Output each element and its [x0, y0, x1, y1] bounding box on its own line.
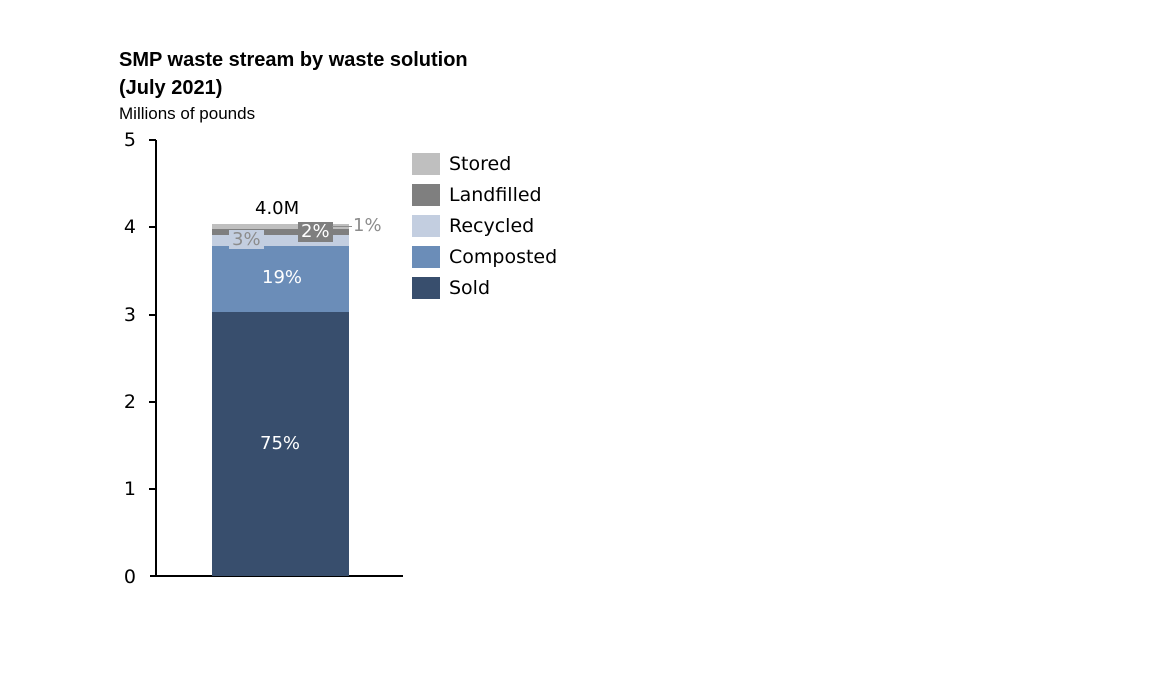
y-tick-label: 1: [123, 478, 136, 500]
y-tick: [149, 401, 156, 403]
bar-segment-composted: [212, 246, 349, 312]
legend-swatch: [412, 214, 440, 237]
legend-label: Landfilled: [449, 183, 542, 206]
chart-title: SMP waste stream by waste solution (July…: [119, 46, 468, 102]
label-stored: 1%: [353, 215, 382, 236]
label-sold: 75%: [260, 433, 301, 454]
legend-item-composted: Composted: [412, 241, 557, 272]
legend-swatch: [412, 152, 440, 175]
label-recycled: 3%: [229, 230, 264, 249]
y-axis: [155, 140, 157, 577]
y-tick-label: 4: [123, 216, 136, 238]
bar-segment-sold: [212, 312, 349, 576]
chart-title-line2: (July 2021): [119, 77, 223, 99]
x-axis: [150, 575, 403, 577]
legend-swatch: [412, 245, 440, 268]
y-tick: [149, 314, 156, 316]
legend-item-recycled: Recycled: [412, 210, 557, 241]
legend-label: Sold: [449, 276, 491, 299]
legend-item-stored: Stored: [412, 148, 557, 179]
legend-item-sold: Sold: [412, 272, 557, 303]
chart-subtitle: Millions of pounds: [119, 104, 256, 123]
legend: Stored Landfilled Recycled Composted Sol…: [412, 148, 557, 303]
label-landfilled: 2%: [298, 222, 333, 242]
y-tick-label: 2: [123, 391, 136, 413]
legend-item-landfilled: Landfilled: [412, 179, 557, 210]
y-tick: [149, 488, 156, 490]
label-composted: 19%: [262, 267, 303, 288]
legend-swatch: [412, 183, 440, 206]
legend-label: Stored: [449, 152, 512, 175]
bar-total-label: 4.0M: [255, 198, 300, 219]
y-tick-label: 5: [123, 129, 136, 151]
legend-label: Recycled: [449, 214, 535, 237]
legend-swatch: [412, 276, 440, 299]
legend-label: Composted: [449, 245, 558, 268]
bar-segment-recycled: [212, 235, 349, 246]
chart-title-line1: SMP waste stream by waste solution: [119, 49, 468, 71]
bar-segment-stored: [212, 224, 349, 229]
bar-segment-landfilled: [212, 229, 349, 235]
leader-line-stored: [332, 226, 352, 227]
y-tick: [149, 139, 156, 141]
y-tick-label: 3: [123, 304, 136, 326]
y-tick-label: 0: [123, 566, 136, 588]
y-tick: [149, 226, 156, 228]
